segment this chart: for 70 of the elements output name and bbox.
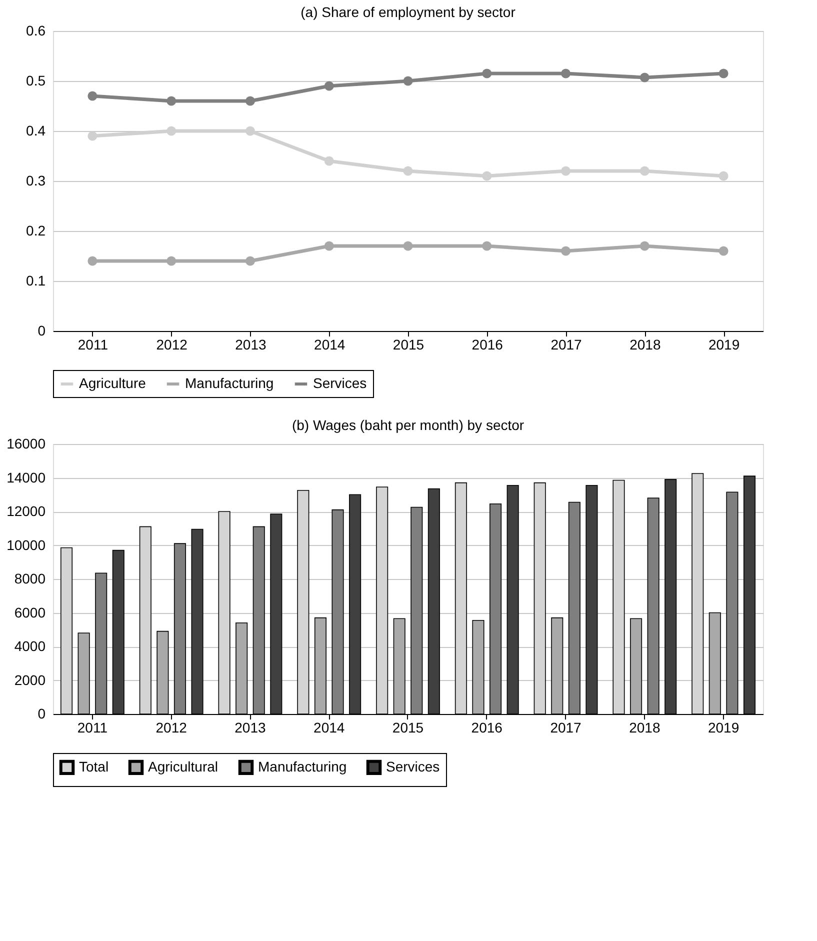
point <box>166 126 176 136</box>
legend-label: Services <box>386 758 440 774</box>
x-tick-label: 2013 <box>234 720 266 736</box>
y-tick-label: 0.3 <box>26 172 46 188</box>
x-tick-label: 2019 <box>708 720 740 736</box>
legend-label: Services <box>313 375 367 391</box>
point <box>640 166 650 176</box>
chart-title: (a) Share of employment by sector <box>300 4 516 20</box>
y-tick-label: 0.4 <box>26 122 46 138</box>
y-tick-label: 8000 <box>14 570 46 586</box>
x-tick-label: 2012 <box>156 336 188 352</box>
point <box>88 131 98 141</box>
point <box>403 241 413 251</box>
point <box>718 68 728 78</box>
y-tick-label: 4000 <box>14 638 46 654</box>
point <box>482 171 492 181</box>
x-tick-label: 2013 <box>235 336 267 352</box>
point <box>245 126 255 136</box>
legend-label: Manufacturing <box>185 375 274 391</box>
point <box>88 256 98 266</box>
point <box>403 166 413 176</box>
x-tick-label: 2016 <box>472 336 504 352</box>
y-tick-label: 0.1 <box>26 272 46 288</box>
x-tick-label: 2017 <box>550 336 582 352</box>
point <box>403 76 413 86</box>
x-tick-label: 2018 <box>629 720 660 736</box>
y-tick-label: 16000 <box>6 436 46 452</box>
point <box>561 166 571 176</box>
point <box>561 68 571 78</box>
point <box>166 256 176 266</box>
x-tick-label: 2017 <box>550 720 582 736</box>
point <box>482 68 492 78</box>
point <box>245 96 255 106</box>
y-tick-label: 0.2 <box>26 222 46 238</box>
point <box>561 246 571 256</box>
x-tick-label: 2012 <box>156 720 188 736</box>
point <box>88 91 98 101</box>
point <box>324 156 334 166</box>
chart-title: (b) Wages (baht per month) by sector <box>292 417 524 433</box>
x-tick-label: 2014 <box>314 336 346 352</box>
legend-label: Agriculture <box>79 375 146 391</box>
x-tick-label: 2019 <box>708 336 740 352</box>
point <box>245 256 255 266</box>
y-tick-label: 10000 <box>6 536 46 553</box>
y-tick-label: 0 <box>38 706 46 722</box>
point <box>718 171 728 181</box>
point <box>166 96 176 106</box>
legend-label: Total <box>79 758 109 774</box>
y-tick-label: 0.5 <box>26 72 46 88</box>
y-tick-label: 2000 <box>14 672 46 688</box>
y-tick-label: 0.6 <box>26 22 46 38</box>
x-tick-label: 2016 <box>471 720 503 736</box>
x-tick-label: 2011 <box>78 336 108 352</box>
y-tick-label: 12000 <box>6 503 46 519</box>
point <box>718 246 728 256</box>
point <box>324 241 334 251</box>
x-tick-label: 2014 <box>314 720 345 736</box>
point <box>482 241 492 251</box>
point <box>640 241 650 251</box>
legend-label: Manufacturing <box>258 758 347 774</box>
x-tick-label: 2011 <box>77 720 108 736</box>
x-tick-label: 2015 <box>392 336 424 352</box>
point <box>324 81 334 91</box>
y-tick-label: 0 <box>38 322 46 338</box>
x-tick-label: 2015 <box>392 720 424 736</box>
legend-label: Agricultural <box>148 758 218 774</box>
y-tick-label: 14000 <box>6 469 46 486</box>
point <box>640 72 650 82</box>
x-tick-label: 2018 <box>630 336 661 352</box>
y-tick-label: 6000 <box>14 604 46 620</box>
